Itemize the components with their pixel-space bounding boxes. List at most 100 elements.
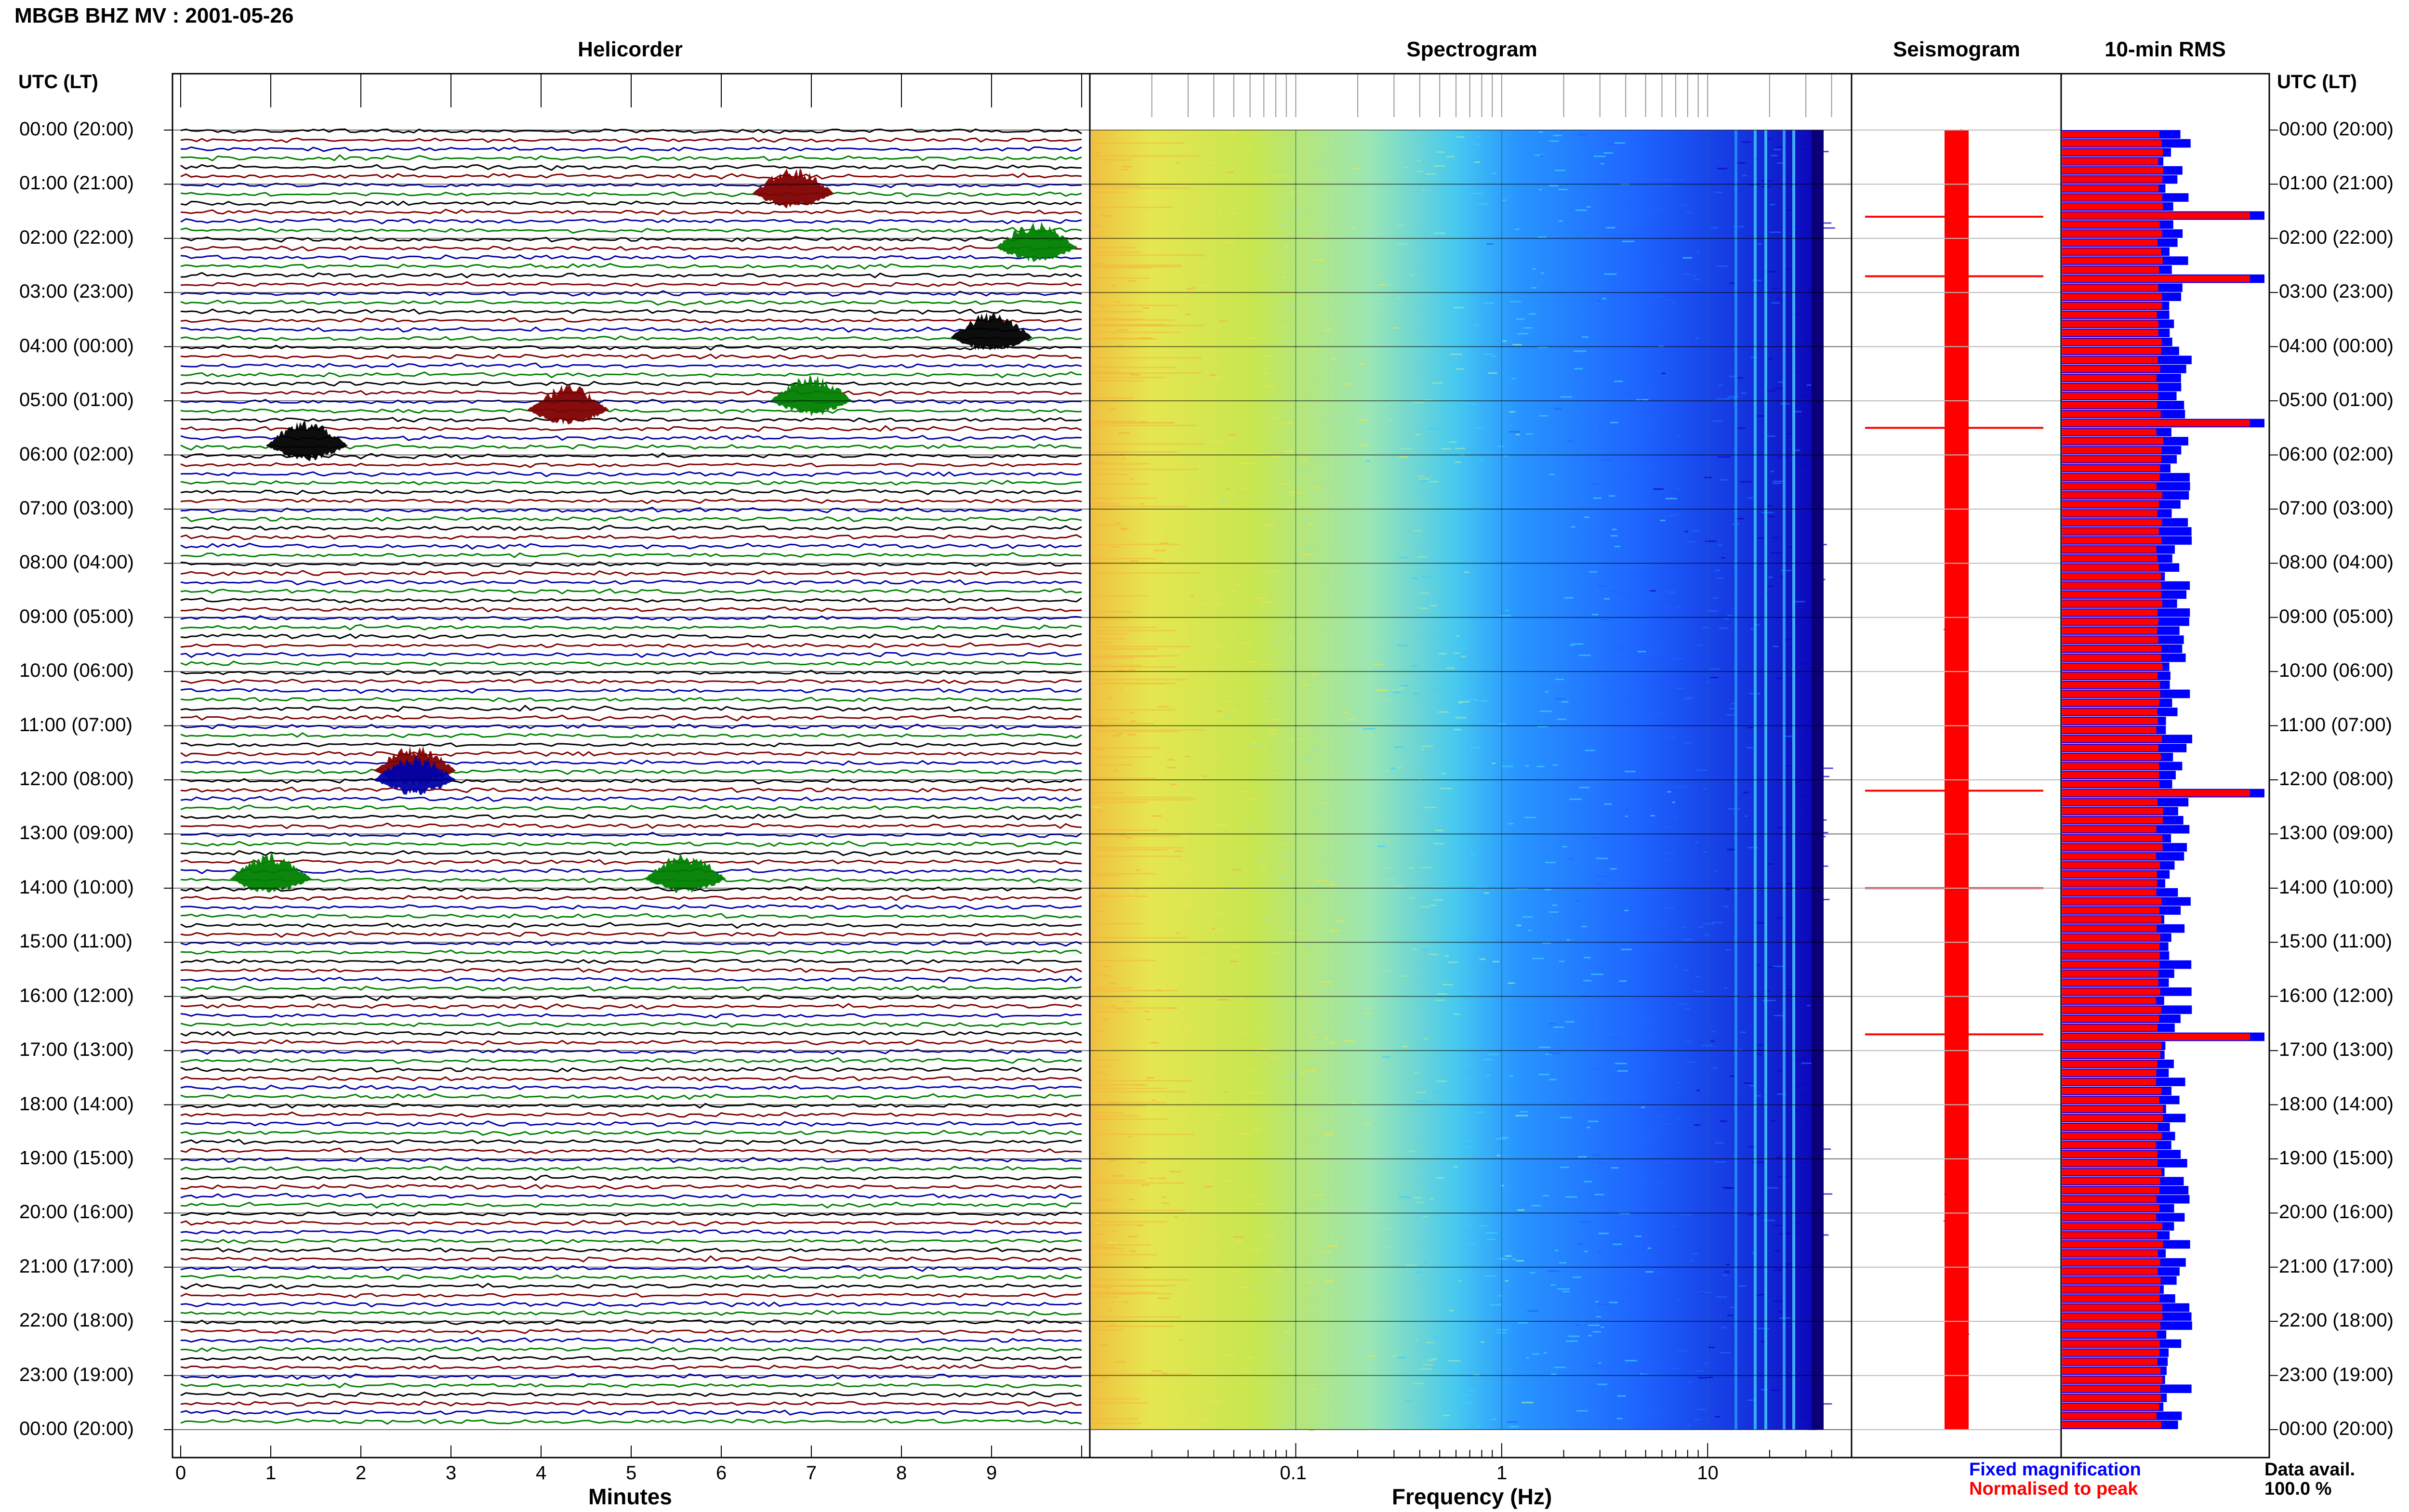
spectrogram-speckle <box>1264 920 1270 921</box>
spectrogram-speckle <box>1608 1210 1615 1212</box>
spectrogram-speckle <box>1362 1123 1371 1125</box>
spectrogram-speckle <box>1181 1191 1192 1193</box>
spectrogram-speckle <box>1219 439 1229 441</box>
spectrogram-speckle <box>1708 1346 1715 1348</box>
spectrogram-speckle <box>1497 1295 1502 1297</box>
spectrogram-speckle <box>1424 806 1437 808</box>
right-time-label: 15:00 (11:00) <box>2279 931 2392 952</box>
spectrogram-speckle <box>1653 488 1664 490</box>
spectrogram-speckle <box>1625 815 1628 817</box>
spectrogram-speckle <box>1433 1091 1438 1093</box>
spectrogram-speckle <box>1413 530 1422 532</box>
spectrogram-speckle <box>1559 1117 1572 1118</box>
spectrogram-speckle <box>1279 483 1290 485</box>
spectrogram-speckle <box>1209 374 1217 376</box>
spectrogram-speckle <box>1366 460 1370 462</box>
spectrogram-speckle <box>1822 819 1827 821</box>
spectrogram-title: Spectrogram <box>1406 38 1537 61</box>
spectrogram-speckle <box>1666 852 1675 854</box>
spectrogram-speckle <box>1619 980 1627 982</box>
spectrogram-speckle <box>1151 1370 1163 1372</box>
spectrogram-streak <box>1091 1118 1168 1120</box>
spectrogram-speckle <box>1217 714 1223 716</box>
spectrogram-speckle <box>1161 1202 1169 1204</box>
spectrogram-streak <box>1091 1398 1139 1400</box>
spectrogram-speckle <box>1262 385 1275 387</box>
spectrogram-speckle <box>1553 1026 1564 1028</box>
spectrogram-speckle <box>1287 507 1300 509</box>
spectrogram-speckle <box>1522 916 1533 918</box>
spectrogram-speckle <box>1298 992 1303 994</box>
spectrogram-speckle <box>1230 960 1238 962</box>
left-time-label: 12:00 (08:00) <box>19 768 134 789</box>
spectrogram-speckle <box>1760 1293 1765 1295</box>
spectrogram-speckle <box>1597 585 1607 587</box>
spectrogram-speckle <box>1112 1231 1117 1233</box>
spectrogram-speckle <box>1202 1252 1209 1254</box>
spectrogram-speckle <box>1220 281 1227 283</box>
rms-title: 10-min RMS <box>2105 38 2226 61</box>
rms-bar-normalised <box>2062 844 2163 851</box>
spectrogram-speckle <box>1758 537 1766 539</box>
spectrogram-speckle <box>1823 227 1835 229</box>
spectrogram-speckle <box>1456 940 1468 942</box>
spectrogram-streak <box>1091 1210 1185 1211</box>
rms-bar-normalised <box>2062 1033 2250 1040</box>
spectrogram-streak <box>1091 185 1139 187</box>
rms-bar-normalised <box>2062 618 2158 625</box>
spectrogram-streak <box>1091 1325 1174 1327</box>
rms-bar-normalised <box>2062 627 2158 634</box>
helicorder-trace <box>180 191 1082 197</box>
left-time-label: 08:00 (04:00) <box>19 552 134 573</box>
left-time-label: 22:00 (18:00) <box>19 1310 134 1331</box>
spectrogram-speckle <box>1162 632 1167 634</box>
spectrogram-speckle <box>1483 1059 1493 1061</box>
spectrogram-speckle <box>1645 1271 1654 1273</box>
rms-bar-normalised <box>2062 898 2162 905</box>
left-time-label: 06:00 (02:00) <box>19 443 134 465</box>
spectrogram-speckle <box>1184 1118 1188 1119</box>
spectrogram-speckle <box>1167 759 1175 761</box>
spectrogram-speckle <box>1638 399 1642 401</box>
spectrogram-speckle <box>1339 1367 1350 1369</box>
spectrogram-speckle <box>1610 421 1618 423</box>
spectrogram-speckle <box>1559 1262 1566 1264</box>
spectrogram-speckle <box>1774 1224 1782 1226</box>
spectrogram-speckle <box>1301 684 1310 686</box>
spectrogram-speckle <box>1669 1420 1673 1421</box>
spectrogram-speckle <box>1637 928 1646 930</box>
helicorder-trace <box>180 344 1082 351</box>
spectrogram-speckle <box>1582 336 1588 338</box>
spectrogram-speckle <box>1375 786 1384 788</box>
rms-bar-normalised <box>2062 456 2162 463</box>
spectrogram-speckle <box>1458 1280 1461 1282</box>
right-time-label: 03:00 (23:00) <box>2279 281 2394 302</box>
spectrogram-speckle <box>1192 1221 1204 1223</box>
spectrogram-speckle <box>1524 816 1536 818</box>
helicorder-trace <box>180 561 1082 567</box>
rms-bar-normalised <box>2062 1015 2159 1022</box>
spectrogram-speckle <box>1157 807 1168 809</box>
left-time-label: 18:00 (14:00) <box>19 1093 134 1115</box>
spectrogram-speckle <box>1647 1247 1651 1249</box>
spectrogram-speckle <box>1650 815 1655 816</box>
spectrogram-speckle <box>1716 1296 1727 1298</box>
spectrogram-speckle <box>1666 907 1671 909</box>
spectrogram-speckle <box>1576 1410 1588 1412</box>
spectrogram-speckle <box>1549 185 1559 187</box>
helicorder-trace <box>180 742 1082 748</box>
spectrogram-speckle <box>1112 1175 1125 1177</box>
spectrogram-speckle <box>1807 160 1814 162</box>
spectrogram-speckle <box>1574 350 1587 352</box>
spectrogram-speckle <box>1672 1368 1680 1370</box>
rms-bar-normalised <box>2062 564 2159 571</box>
spectrogram-speckle <box>1168 440 1179 442</box>
spectrogram-streak <box>1091 718 1119 720</box>
spectrogram-speckle <box>1544 889 1551 891</box>
spectrogram-speckle <box>1697 644 1703 646</box>
rms-bar-normalised <box>2062 338 2162 345</box>
spectrogram-speckle <box>1434 165 1445 167</box>
spectrogram-speckle <box>1622 240 1635 242</box>
spectrogram-speckle <box>1511 378 1516 380</box>
spectrogram-speckle <box>1660 923 1668 925</box>
